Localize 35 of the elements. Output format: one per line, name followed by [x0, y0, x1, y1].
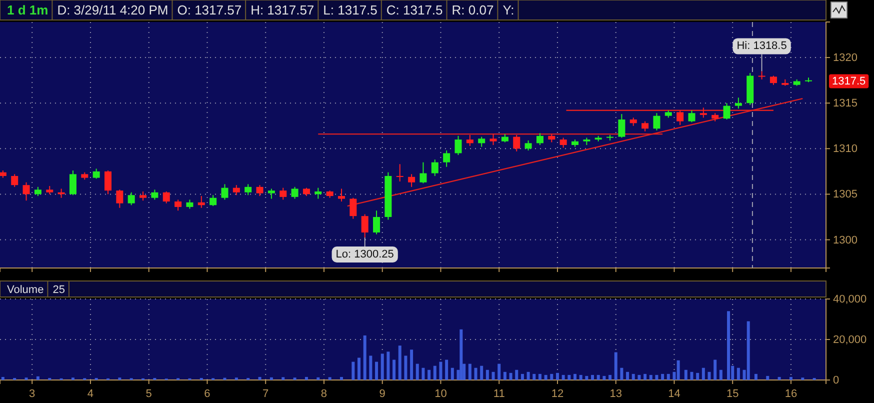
- chart-title: Volume: [7, 284, 44, 296]
- text: C: 1317.5: [386, 2, 443, 18]
- y-tick-label: 0: [833, 374, 840, 387]
- x-tick-label: 6: [204, 388, 210, 400]
- y-tick-label: 1310: [833, 143, 858, 156]
- y-tick-label: 1315: [833, 98, 858, 110]
- x-tick-label: 16: [784, 388, 798, 400]
- x-tick-label: 13: [610, 388, 622, 400]
- x-tick-label: 14: [668, 388, 680, 400]
- text: Y:: [502, 2, 514, 18]
- y-tick-label: 1305: [833, 188, 858, 201]
- text: O: 1317.57: [177, 2, 242, 18]
- x-tick-label: 3: [29, 388, 36, 400]
- y-tick-label: 1320: [833, 52, 858, 64]
- text: H: 1317.57: [250, 2, 314, 18]
- annotation: Lo: 1300.25: [336, 248, 394, 260]
- text: R: 0.07: [452, 2, 494, 18]
- x-tick-label: 12: [551, 388, 564, 400]
- chart-subtitle: 25: [52, 284, 65, 296]
- text: 1317.5: [832, 75, 866, 88]
- annotation: Hi: 1318.5: [736, 40, 787, 52]
- text: D: 3/29/11 4:20 PM: [57, 2, 168, 18]
- x-tick-label: 5: [146, 388, 152, 400]
- y-tick-label: 40,000: [833, 294, 867, 306]
- y-tick-label: 20,000: [833, 334, 867, 346]
- chart-title: 1 d 1m: [7, 2, 48, 18]
- x-tick-label: 11: [493, 388, 505, 400]
- x-tick-label: 4: [87, 388, 94, 400]
- x-tick-label: 9: [379, 388, 386, 400]
- x-tick-label: 10: [434, 388, 447, 400]
- x-tick-label: 8: [320, 388, 328, 400]
- text: L: 1317.5: [323, 2, 378, 18]
- x-tick-label: 7: [262, 388, 269, 400]
- x-tick-label: 15: [726, 388, 739, 400]
- y-tick-label: 1300: [833, 234, 858, 246]
